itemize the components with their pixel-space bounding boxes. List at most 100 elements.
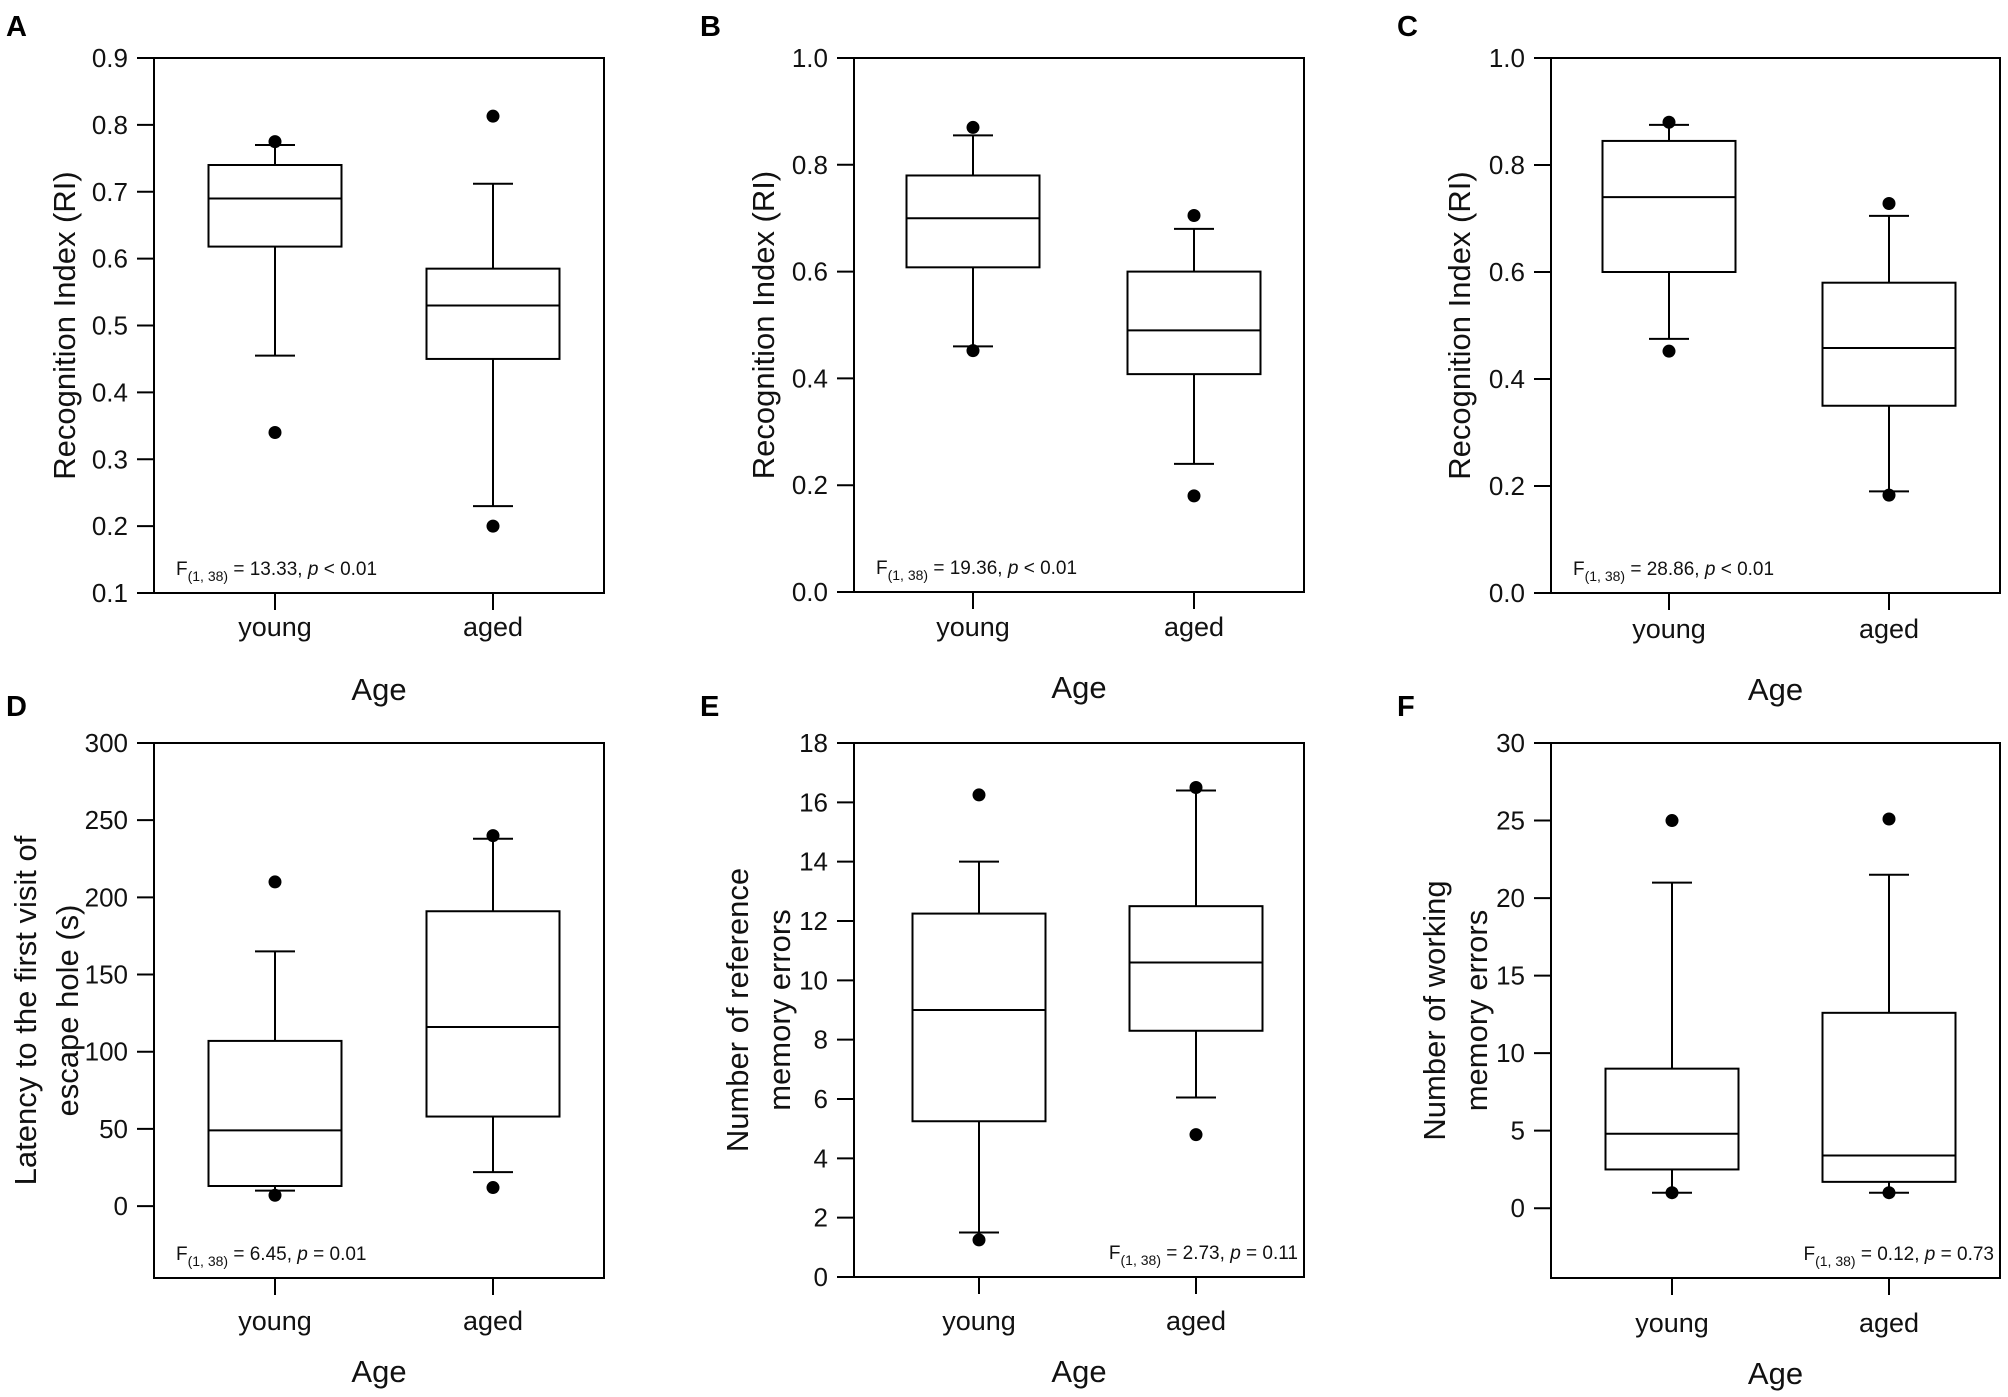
outlier-point bbox=[1187, 489, 1201, 503]
iqr-box bbox=[425, 267, 561, 360]
stat-f: F bbox=[1804, 1244, 1816, 1265]
iqr-box bbox=[1821, 281, 1957, 407]
stat-p: p bbox=[1704, 559, 1716, 580]
stat-df: (1, 38) bbox=[1121, 1252, 1161, 1268]
iqr-box bbox=[1126, 270, 1262, 376]
box-young bbox=[1604, 814, 1740, 1200]
stat-f: F bbox=[176, 1244, 188, 1265]
box-young bbox=[207, 135, 343, 439]
y-tick-label: 6 bbox=[814, 1084, 828, 1114]
y-tick-label: 0.4 bbox=[792, 363, 828, 393]
plot-frame bbox=[1550, 57, 2001, 594]
y-tick-label: 0.2 bbox=[92, 511, 128, 541]
stat-annotation: F(1, 38) = 0.12, p = 0.73 bbox=[1804, 1244, 1995, 1269]
outlier-point bbox=[1882, 812, 1896, 826]
x-tick-label: young bbox=[238, 1306, 312, 1336]
y-tick-label: 8 bbox=[814, 1025, 828, 1055]
x-tick-label: aged bbox=[1164, 612, 1224, 642]
outlier-point bbox=[486, 1181, 500, 1195]
iqr-box bbox=[1821, 1011, 1957, 1183]
plot-frame bbox=[153, 742, 605, 1279]
iqr-box bbox=[207, 164, 343, 248]
y-tick-label: 1.0 bbox=[792, 43, 828, 73]
outlier-point bbox=[1189, 781, 1203, 794]
y-tick-label: 0.9 bbox=[92, 43, 128, 73]
y-tick-label: 16 bbox=[799, 787, 828, 817]
panel-letter: F bbox=[1397, 691, 1415, 723]
iqr-box bbox=[905, 174, 1041, 269]
y-tick-label: 0.8 bbox=[92, 110, 128, 140]
box-aged bbox=[425, 829, 561, 1195]
panel-letter: A bbox=[6, 11, 27, 43]
iqr-box bbox=[1128, 905, 1264, 1032]
x-tick-label: aged bbox=[1166, 1306, 1226, 1336]
y-tick-label: 0.3 bbox=[92, 444, 128, 474]
stat-p-value: = 0.11 bbox=[1241, 1243, 1298, 1264]
stat-p-value: < 0.01 bbox=[1018, 558, 1077, 579]
y-tick-label: 0.5 bbox=[92, 311, 128, 341]
panel-a: A 0.1 0.2 0.3 0.4 0.5 0.6 0.7 0.8 0.9 Recognition … bbox=[6, 11, 605, 707]
y-tick-label: 50 bbox=[99, 1114, 128, 1144]
plot-frame bbox=[853, 742, 1305, 1278]
stat-f: F bbox=[1109, 1243, 1121, 1264]
y-tick-label: 300 bbox=[85, 728, 128, 758]
y-tick-label: 100 bbox=[85, 1037, 128, 1067]
y-tick-label: 0.8 bbox=[1489, 150, 1525, 180]
panel-letter: C bbox=[1397, 11, 1418, 43]
iqr-box bbox=[425, 910, 561, 1118]
iqr-box bbox=[207, 1039, 343, 1188]
stat-df: (1, 38) bbox=[1585, 568, 1625, 584]
box-aged bbox=[425, 109, 561, 533]
outlier-point bbox=[486, 829, 500, 843]
outlier-point bbox=[1187, 209, 1201, 223]
y-tick-label: 0.6 bbox=[792, 257, 828, 287]
y-tick-label: 18 bbox=[799, 728, 828, 758]
y-tick-label: 0 bbox=[814, 1262, 828, 1292]
box-aged bbox=[1821, 812, 1957, 1200]
stat-f: F bbox=[176, 559, 188, 580]
y-axis-label: Number of working bbox=[1417, 880, 1452, 1140]
panel-letter: E bbox=[700, 691, 719, 723]
panel-b: B 0.0 0.2 0.4 0.6 0.8 1.0 Recognition Index (RI… bbox=[700, 11, 1305, 705]
iqr-box bbox=[1601, 139, 1737, 273]
outlier-point bbox=[972, 788, 986, 802]
outlier-point bbox=[268, 135, 282, 149]
y-tick-label: 0.0 bbox=[1489, 578, 1525, 608]
panel-f: F 0 5 10 15 20 25 30 Number of working memory err… bbox=[1397, 691, 2001, 1391]
stat-p: p bbox=[307, 559, 319, 580]
x-axis-label: Age bbox=[1748, 1356, 1803, 1391]
panel-letter: D bbox=[6, 691, 27, 723]
outlier-point bbox=[966, 344, 980, 358]
outlier-point bbox=[486, 519, 500, 533]
panel-c: C 0.0 0.2 0.4 0.6 0.8 1.0 Recognition Index (RI… bbox=[1397, 11, 2001, 707]
stat-value: = 19.36, bbox=[928, 558, 1008, 579]
x-axis-label: Age bbox=[1051, 1354, 1106, 1389]
box-young bbox=[1601, 115, 1737, 358]
y-tick-label: 30 bbox=[1496, 728, 1525, 758]
stat-p: p bbox=[1924, 1244, 1936, 1265]
stat-value: = 0.12, bbox=[1856, 1244, 1925, 1265]
y-tick-label: 10 bbox=[1496, 1038, 1525, 1068]
y-tick-label: 150 bbox=[85, 960, 128, 990]
stat-p-value: < 0.01 bbox=[1715, 559, 1774, 580]
panel-letter: B bbox=[700, 11, 721, 43]
x-tick-label: aged bbox=[1859, 1308, 1919, 1338]
stat-p-value: = 0.01 bbox=[308, 1244, 367, 1265]
stat-annotation: F(1, 38) = 2.73, p = 0.11 bbox=[1109, 1243, 1298, 1268]
outlier-point bbox=[268, 426, 282, 439]
y-axis-label: memory errors bbox=[762, 909, 797, 1111]
stat-df: (1, 38) bbox=[188, 1253, 228, 1269]
y-tick-label: 0.4 bbox=[1489, 364, 1525, 394]
y-tick-label: 0.2 bbox=[1489, 471, 1525, 501]
outlier-point bbox=[1665, 814, 1679, 828]
stat-p: p bbox=[1229, 1243, 1241, 1264]
outlier-point bbox=[972, 1233, 986, 1247]
outlier-point bbox=[966, 120, 980, 134]
outlier-point bbox=[1662, 115, 1676, 129]
outlier-point bbox=[1882, 197, 1896, 211]
x-tick-label: aged bbox=[463, 1306, 523, 1336]
stat-p-value: < 0.01 bbox=[318, 559, 377, 580]
x-tick-label: young bbox=[936, 612, 1010, 642]
stat-p: p bbox=[296, 1244, 308, 1265]
outlier-point bbox=[1662, 344, 1676, 358]
